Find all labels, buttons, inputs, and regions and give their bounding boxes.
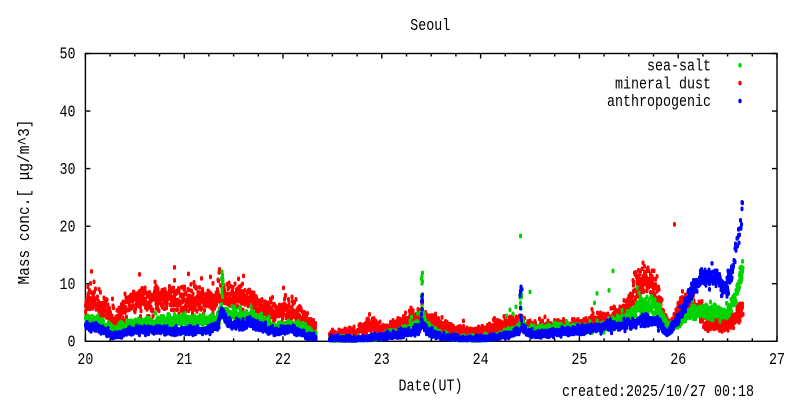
svg-text:sea-salt: sea-salt: [647, 58, 711, 77]
svg-text:21: 21: [176, 351, 192, 370]
svg-text:25: 25: [571, 351, 587, 370]
svg-text:22: 22: [275, 351, 291, 370]
svg-text:Seoul: Seoul: [410, 17, 450, 36]
svg-text:23: 23: [374, 351, 390, 370]
svg-text:40: 40: [60, 103, 76, 122]
svg-text:30: 30: [60, 161, 76, 180]
svg-text:mineral dust: mineral dust: [615, 75, 711, 94]
svg-text:0: 0: [68, 334, 76, 353]
svg-text:created:2025/10/27 00:18: created:2025/10/27 00:18: [562, 383, 754, 400]
svg-text:20: 20: [60, 218, 76, 237]
svg-text:27: 27: [769, 351, 785, 370]
svg-text:Date(UT): Date(UT): [399, 378, 463, 397]
svg-text:50: 50: [60, 46, 76, 65]
svg-text:Mass conc.[ μg/m^3]: Mass conc.[ μg/m^3]: [16, 120, 35, 285]
svg-text:26: 26: [670, 351, 686, 370]
svg-text:anthropogenic: anthropogenic: [607, 93, 711, 112]
svg-text:20: 20: [77, 351, 93, 370]
svg-text:10: 10: [60, 276, 76, 295]
svg-text:24: 24: [473, 351, 489, 370]
